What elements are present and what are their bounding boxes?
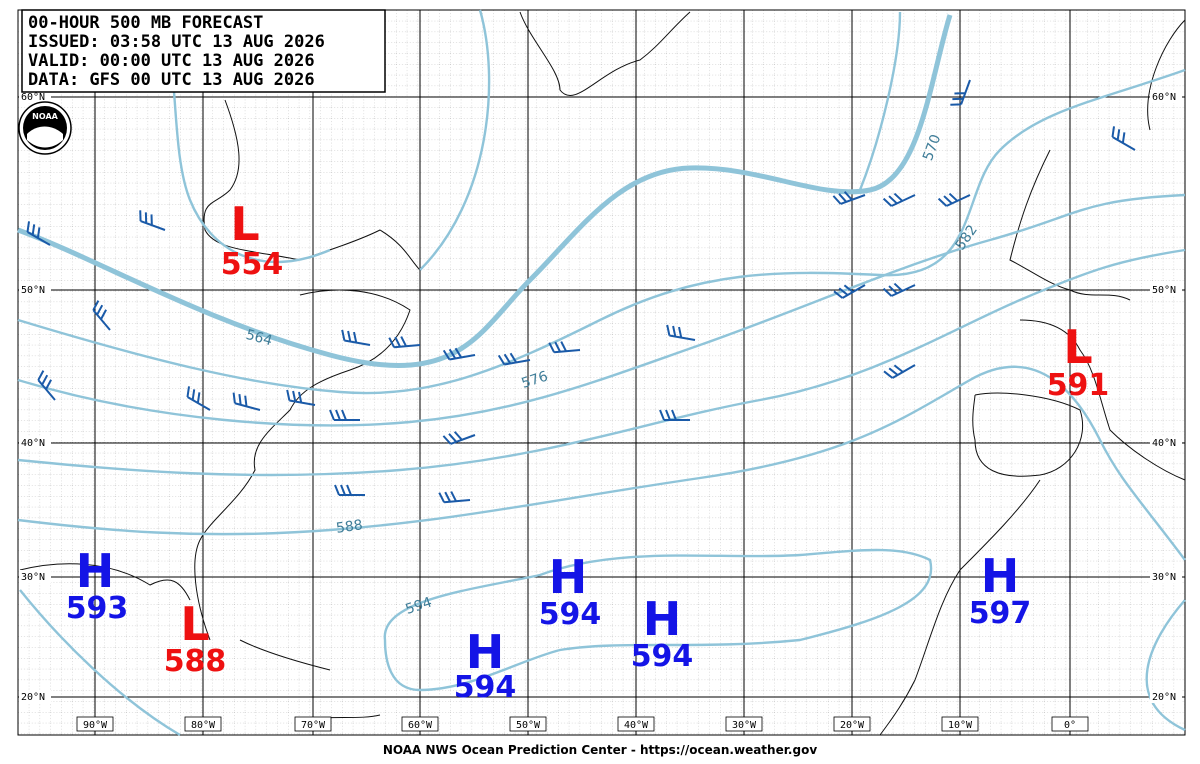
label-box — [1150, 690, 1182, 703]
low-value: 588 — [164, 644, 227, 679]
label-box — [1150, 283, 1182, 296]
longitude-label: 30°W — [732, 720, 757, 731]
contour-line — [17, 14, 953, 368]
longitude-label: 50°W — [516, 720, 541, 731]
longitude-label: 0° — [1064, 720, 1076, 731]
longitude-label: 20°W — [840, 720, 865, 731]
latitude-label: 50°N — [1152, 285, 1176, 296]
label-box — [509, 716, 547, 732]
contour-line — [17, 248, 1186, 477]
latitude-label: 60°N — [21, 92, 45, 103]
contour-label: 594 — [404, 594, 434, 618]
label-box — [725, 716, 763, 732]
low-symbol: L — [1063, 320, 1092, 374]
longitude-label: 60°W — [408, 720, 433, 731]
header-line: DATA: GFS 00 UTC 13 AUG 2026 — [28, 70, 315, 90]
axis-labels: 60°N 60°N 50°N 50°N 40°N 40°N 30°N 30°N 20°N 20°N… — [19, 90, 1182, 732]
latitude-label: 20°N — [1152, 692, 1176, 703]
contour-label: 564 — [244, 327, 274, 349]
contour-line — [858, 11, 902, 191]
label-box — [19, 90, 51, 103]
header-line: ISSUED: 03:58 UTC 13 AUG 2026 — [28, 32, 325, 52]
label-box — [401, 716, 439, 732]
low-value: 591 — [1047, 368, 1110, 403]
major-grid — [18, 10, 1185, 735]
label-box — [19, 690, 51, 703]
label-box — [833, 716, 871, 732]
high-symbol: H — [466, 625, 505, 679]
longitude-label: 70°W — [301, 720, 326, 731]
label-box — [1150, 570, 1182, 583]
low-symbol: L — [180, 597, 209, 651]
contour-label: 588 — [335, 517, 364, 537]
longitude-label: 90°W — [83, 720, 108, 731]
latitude-label: 40°N — [1152, 438, 1176, 449]
label-box — [941, 716, 979, 732]
high-value: 594 — [539, 597, 602, 632]
footer: NOAA NWS Ocean Prediction Center - https… — [383, 743, 817, 757]
contour-labels: 564 576 588 594 570 582 — [244, 132, 981, 618]
high-symbol: H — [981, 549, 1020, 603]
label-box — [1150, 436, 1182, 449]
high-value: 594 — [631, 639, 694, 674]
contour-line — [17, 365, 1186, 561]
latitude-label: 40°N — [21, 438, 45, 449]
contour-line — [17, 193, 1186, 427]
latitude-label: 50°N — [21, 285, 45, 296]
header-line: 00-HOUR 500 MB FORECAST — [28, 13, 263, 33]
pressure-systems: L 554 L 588 L 591 H 593 H 594 H 594 H 59… — [66, 197, 1110, 705]
label-box — [617, 716, 655, 732]
high-symbol: H — [643, 592, 682, 646]
contour-line — [19, 589, 1186, 737]
header-box: 00-HOUR 500 MB FORECAST ISSUED: 03:58 UT… — [21, 9, 386, 93]
label-box — [294, 716, 332, 732]
label-box — [184, 716, 222, 732]
contour-line — [17, 68, 1186, 395]
contours — [17, 9, 1186, 737]
label-box — [76, 716, 114, 732]
logo: NOAA — [18, 101, 72, 155]
label-box — [1051, 716, 1089, 732]
high-value: 597 — [969, 596, 1032, 631]
label-box — [19, 436, 51, 449]
label-box — [1150, 90, 1182, 103]
latitude-label: 30°N — [1152, 572, 1176, 583]
contour-line — [419, 9, 491, 271]
low-value: 554 — [221, 247, 284, 282]
high-symbol: H — [76, 544, 115, 598]
latitude-label: 30°N — [21, 572, 45, 583]
low-symbol: L — [230, 197, 259, 251]
latitude-label: 60°N — [1152, 92, 1176, 103]
longitude-label: 80°W — [191, 720, 216, 731]
label-box — [19, 283, 51, 296]
contour-label: 576 — [520, 368, 550, 392]
high-value: 594 — [454, 670, 517, 705]
longitude-label: 10°W — [948, 720, 973, 731]
high-value: 593 — [66, 591, 129, 626]
latitude-label: 20°N — [21, 692, 45, 703]
logo-text: NOAA — [32, 112, 58, 121]
longitude-label: 40°W — [624, 720, 649, 731]
contour-line — [383, 548, 933, 692]
high-symbol: H — [549, 550, 588, 604]
label-box — [19, 570, 51, 583]
header-line: VALID: 00:00 UTC 13 AUG 2026 — [28, 51, 315, 71]
